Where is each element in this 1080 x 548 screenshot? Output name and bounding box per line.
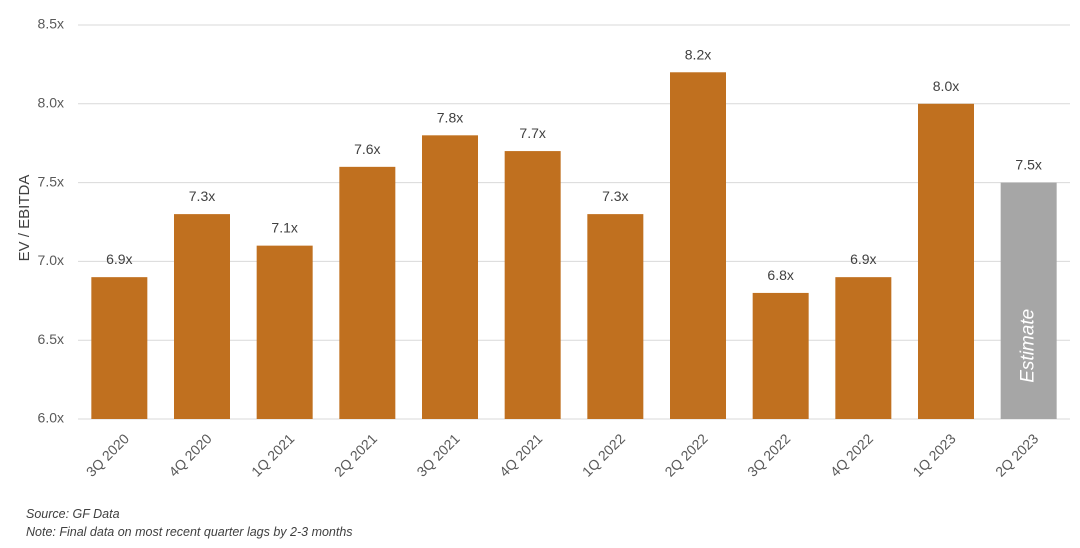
y-tick-label: 7.0x	[38, 252, 64, 268]
x-tick-label: 3Q 2020	[83, 430, 132, 479]
bar	[174, 214, 230, 419]
y-tick-label: 7.5x	[38, 173, 64, 189]
gridlines	[78, 24, 1070, 420]
bar	[670, 72, 726, 419]
data-label: 7.6x	[354, 141, 380, 157]
bar	[504, 151, 561, 419]
x-tick-label: 2Q 2021	[331, 430, 380, 479]
x-tick-label: 2Q 2023	[992, 430, 1041, 479]
bar	[256, 245, 313, 419]
data-label: 7.8x	[437, 109, 463, 125]
y-axis-ticks: 6.0x 6.5x 7.0x 7.5x 8.0x 8.5x	[38, 16, 64, 426]
bar	[422, 135, 478, 419]
y-tick-label: 8.5x	[38, 16, 64, 32]
y-tick-label: 6.5x	[38, 331, 64, 347]
x-tick-label: 2Q 2022	[661, 430, 710, 479]
data-label: 6.9x	[106, 251, 132, 267]
bar	[752, 292, 809, 419]
data-label: 7.5x	[1015, 157, 1041, 173]
data-label: 6.8x	[767, 267, 793, 283]
bar	[918, 103, 974, 420]
x-tick-label: 3Q 2022	[744, 430, 793, 479]
x-tick-label: 1Q 2023	[909, 430, 958, 479]
bars: Estimate	[91, 72, 1057, 420]
source-note: Source: GF Data	[26, 507, 120, 521]
lag-note: Note: Final data on most recent quarter …	[26, 525, 353, 539]
ev-ebitda-bar-chart: 6.0x 6.5x 7.0x 7.5x 8.0x 8.5x Estimate 6.9x 7.…	[16, 16, 1070, 480]
data-label: 8.2x	[685, 46, 711, 62]
data-label: 8.0x	[933, 78, 959, 94]
y-tick-label: 8.0x	[38, 95, 64, 111]
bar	[339, 166, 396, 419]
bar	[835, 277, 892, 419]
x-tick-label: 3Q 2021	[413, 430, 462, 479]
bar	[587, 214, 644, 419]
estimate-bar	[1000, 182, 1057, 419]
y-axis-label: EV / EBITDA	[16, 175, 33, 262]
data-label: 7.7x	[519, 125, 545, 141]
data-label: 7.3x	[602, 188, 628, 204]
x-tick-label: 4Q 2020	[165, 430, 214, 479]
x-axis-ticks: 3Q 2020 4Q 2020 1Q 2021 2Q 2021 3Q 2021 4Q 20…	[83, 430, 1042, 479]
x-tick-label: 1Q 2021	[248, 430, 297, 479]
y-tick-label: 6.0x	[38, 410, 64, 426]
estimate-label: Estimate	[1018, 309, 1039, 383]
data-labels: 6.9x 7.3x 7.1x 7.6x 7.8x 7.7x 7.3x 8.2x 6.8x 6.9x…	[106, 46, 1042, 283]
footnotes: Source: GF Data Note: Final data on most…	[26, 505, 353, 541]
data-label: 7.1x	[271, 220, 297, 236]
data-label: 7.3x	[189, 188, 215, 204]
bar	[91, 277, 148, 419]
data-label: 6.9x	[850, 251, 876, 267]
x-tick-label: 1Q 2022	[579, 430, 628, 479]
x-tick-label: 4Q 2022	[827, 430, 876, 479]
x-tick-label: 4Q 2021	[496, 430, 545, 479]
